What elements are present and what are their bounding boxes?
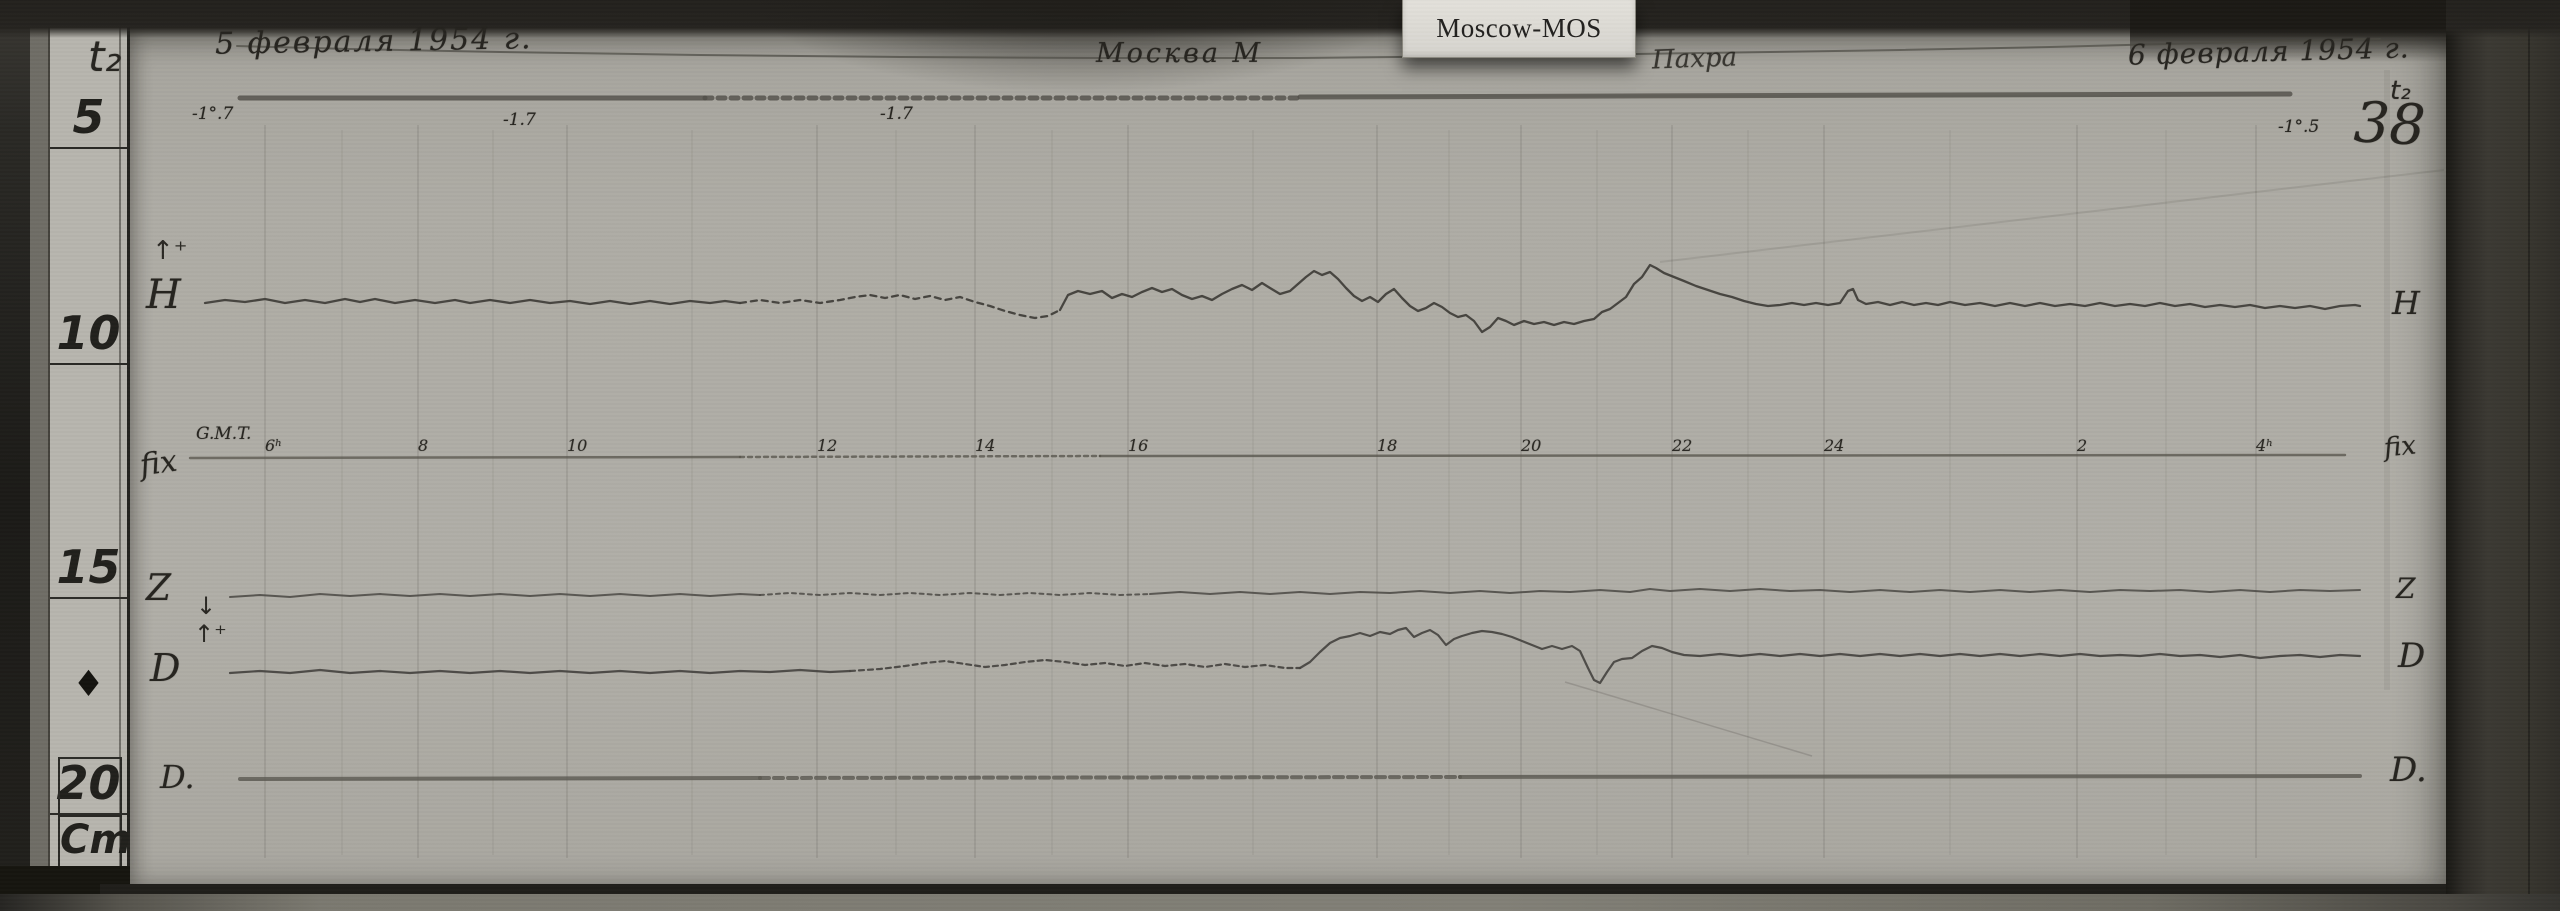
hour-label: 14 (975, 436, 996, 455)
temperature-annotation: -1.7 (503, 110, 536, 130)
D-trace (228, 668, 852, 675)
station-label: Moscow-MOS (1402, 0, 1636, 58)
D-trace (1298, 626, 2362, 685)
D1-baseline-trace (758, 775, 1462, 780)
temperature-annotation: -1.7 (880, 104, 913, 124)
cm-ruler-face: 5 10 15 20 ♦ Cm (48, 0, 131, 872)
hour-label: 6ʰ (265, 436, 283, 455)
H-trace (203, 297, 742, 306)
hour-label: 22 (1672, 436, 1693, 455)
ruler-mark-line (50, 363, 127, 365)
Z-trace (759, 592, 1151, 596)
d1-trace-label-right: D. (2390, 750, 2427, 790)
h-scale-arrow-icon: ↑⁺ (152, 236, 188, 266)
paper-fold-shadow (2384, 70, 2390, 690)
hour-label: 4ʰ (2256, 436, 2274, 455)
temperature-values: -1°.7 -1.7 -1.7 -1°.5 (0, 0, 2560, 160)
D1-baseline-trace (238, 776, 762, 781)
gmt-title: G.M.T. (196, 424, 252, 444)
ruler-mark-line (50, 147, 127, 149)
d1-trace-label-left: D. (160, 758, 195, 796)
t2-label-right: t₂ (2390, 76, 2411, 106)
hour-label: 2 (2077, 436, 2088, 455)
ruler-unit: Cm (58, 815, 131, 868)
ruler-inner-line (119, 0, 121, 872)
ruler-mark-line (50, 597, 127, 599)
ruler-mark-label: 20 (56, 756, 121, 810)
z-scale-arrow-icon: ↓ (196, 592, 217, 620)
H-trace (1058, 263, 2362, 334)
z-trace-label-right: Z (2396, 572, 2416, 605)
ruler-box-20 (58, 757, 122, 815)
fix-baseline-trace (738, 454, 1102, 459)
hour-label: 8 (418, 436, 429, 455)
hour-label: 24 (1824, 436, 1845, 455)
paper-crease (1564, 681, 1813, 757)
ruler-mark-label: 5 (72, 90, 105, 144)
d-trace-label-right: D (2398, 636, 2426, 676)
hour-labels: 6ʰ 8 10 12 14 16 18 20 22 24 2 4ʰ (0, 436, 2560, 462)
paper-crease (1659, 169, 2445, 263)
d-trace-label-left: D (150, 646, 181, 690)
hour-label: 18 (1377, 436, 1398, 455)
d-scale-arrow-icon: ↑⁺ (194, 620, 227, 648)
fix-baseline-trace (1098, 453, 2347, 458)
D1-baseline-trace (1458, 774, 2362, 779)
h-trace-label-right: H (2392, 284, 2420, 322)
station-label-text: Moscow-MOS (1436, 13, 1602, 43)
Z-trace (229, 593, 761, 598)
hour-label: 12 (817, 436, 838, 455)
paper-bottom-edge (100, 884, 2446, 895)
photo-bottom-strip (0, 894, 2560, 911)
H-trace (738, 293, 1062, 320)
t2-temperature-trace (1297, 91, 2293, 100)
ruler-mark-line (50, 813, 127, 815)
Z-trace (1149, 588, 2361, 595)
cm-ruler: 5 10 15 20 ♦ Cm (30, 0, 131, 872)
photo-left-frame (0, 0, 32, 911)
photo-right-frame (2446, 0, 2560, 911)
ruler-marks: 5 10 15 20 (50, 0, 127, 872)
temperature-annotation: -1°.7 (192, 104, 234, 124)
hour-label: 16 (1128, 436, 1149, 455)
hour-label: 10 (567, 436, 588, 455)
ruler-mark-label: 10 (56, 306, 121, 360)
D-trace (848, 658, 1302, 673)
hour-label: 20 (1521, 436, 1542, 455)
temperature-annotation: -1°.5 (2278, 117, 2320, 137)
t2-label-left: t₂ (88, 32, 122, 81)
ruler-mark-label: 15 (56, 540, 121, 594)
h-trace-label-left: H (146, 272, 181, 318)
z-trace-label-left: Z (146, 568, 172, 609)
fix-baseline-trace (188, 455, 742, 460)
diamond-icon: ♦ (72, 664, 105, 705)
